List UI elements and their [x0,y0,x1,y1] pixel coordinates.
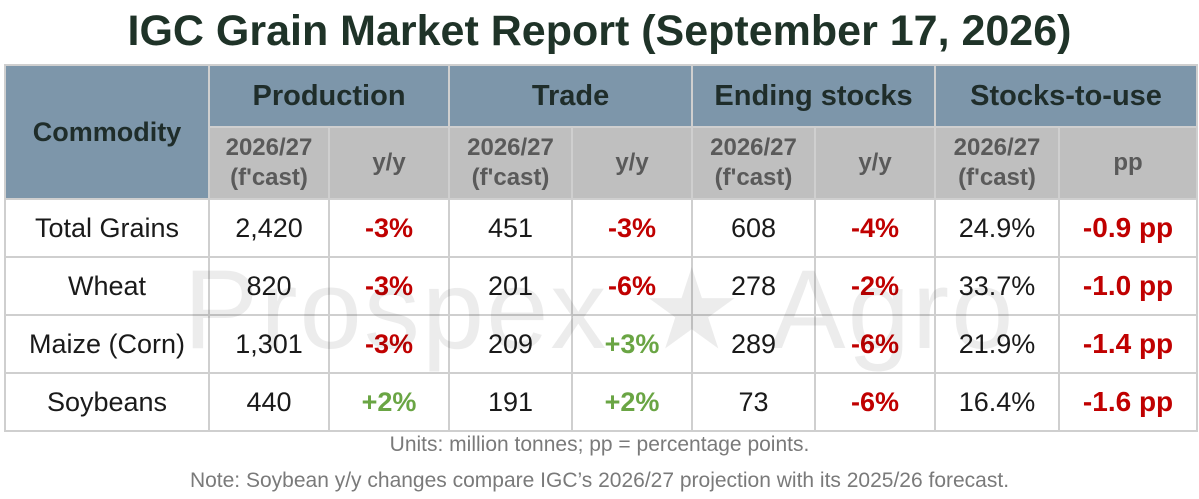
stocks-yy: -6% [814,372,937,432]
stu-value: 24.9% [934,198,1061,258]
table-row: Total Grains 2,420 -3% 451 -3% 608 -4% 2… [4,198,1199,258]
trade-header: Trade [448,64,694,128]
stocks-value: 289 [691,314,817,374]
stu-value: 33.7% [934,256,1061,316]
stocks-value: 278 [691,256,817,316]
trade-value: 191 [448,372,574,432]
production-yy: -3% [327,198,451,258]
table-row: Soybeans 440 +2% 191 +2% 73 -6% 16.4% -1… [4,372,1199,432]
ending-stocks-header: Ending stocks [691,64,937,128]
page-title: IGC Grain Market Report (September 17, 2… [127,7,1072,55]
trade-yy: +2% [571,372,694,432]
grain-market-table: Commodity Production Trade Ending stocks… [4,64,1199,432]
production-header: Production [207,64,451,128]
production-value: 440 [208,372,330,432]
group-header-row: Commodity Production Trade Ending stocks… [4,64,1199,200]
trade-yy: -6% [571,256,694,316]
stu-pp: -1.6 pp [1058,372,1199,432]
production-yy: -3% [327,314,451,374]
trade-forecast-header: 2026/27 (f'cast) [448,126,574,200]
production-value: 1,301 [208,314,330,374]
stocks-value: 608 [691,198,817,258]
production-value: 2,420 [208,198,330,258]
stu-pp: -1.4 pp [1058,314,1199,374]
soybean-note: Note: Soybean y/y changes compare IGC’s … [189,469,1010,492]
trade-value: 201 [448,256,574,316]
production-value: 820 [208,256,330,316]
stu-pp-header: pp [1058,126,1199,200]
trade-value: 209 [448,314,574,374]
production-forecast-header: 2026/27 (f'cast) [208,126,330,200]
commodity-name: Maize (Corn) [4,314,210,374]
units-footnote: Units: million tonnes; pp = percentage p… [389,433,810,456]
stocks-yy: -2% [814,256,937,316]
commodity-name: Soybeans [4,372,210,432]
table-row: Wheat 820 -3% 201 -6% 278 -2% 33.7% -1.0… [4,256,1199,316]
stu-pp: -0.9 pp [1058,198,1199,258]
production-yy-header: y/y [327,126,451,200]
table-row: Maize (Corn) 1,301 -3% 209 +3% 289 -6% 2… [4,314,1199,374]
stocks-value: 73 [691,372,817,432]
trade-yy: -3% [571,198,694,258]
commodity-header: Commodity [4,64,210,200]
stocks-forecast-header: 2026/27 (f'cast) [691,126,817,200]
stocks-yy-header: y/y [814,126,937,200]
trade-value: 451 [448,198,574,258]
stu-forecast-header: 2026/27 (f'cast) [934,126,1061,200]
stu-value: 21.9% [934,314,1061,374]
stocks-yy: -4% [814,198,937,258]
stu-value: 16.4% [934,372,1061,432]
sub-header-row: 2026/27 (f'cast) y/y 2026/27 (f'cast) y/y … [5,126,1199,200]
stu-pp: -1.0 pp [1058,256,1199,316]
commodity-name: Total Grains [4,198,210,258]
production-yy: -3% [327,256,451,316]
stocks-yy: -6% [814,314,937,374]
stocks-to-use-header: Stocks-to-use [934,64,1199,128]
trade-yy-header: y/y [571,126,694,200]
production-yy: +2% [327,372,451,432]
commodity-name: Wheat [4,256,210,316]
trade-yy: +3% [571,314,694,374]
